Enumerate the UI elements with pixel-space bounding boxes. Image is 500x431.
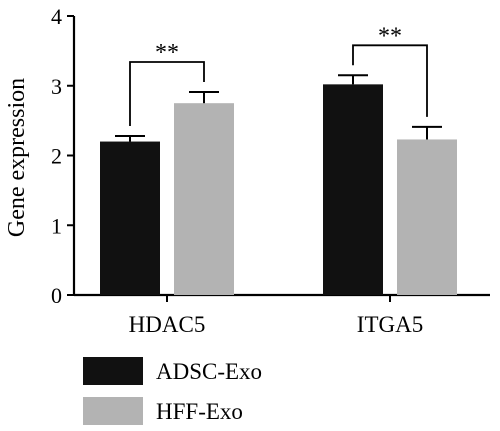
significance-markers: ** ** [129, 23, 428, 126]
bar [323, 84, 383, 295]
significance-bracket [352, 44, 428, 117]
y-tick-label: 2 [51, 144, 62, 169]
y-tick-label: 0 [51, 283, 62, 308]
y-tick-label: 3 [51, 74, 62, 99]
significance-label: ** [378, 23, 402, 49]
bars [100, 84, 457, 295]
bar [397, 139, 457, 295]
y-tick-label: 4 [51, 4, 62, 29]
axes: 0 1 2 3 4 Gene expression HDAC5 ITGA5 [4, 4, 490, 337]
error-bars [115, 74, 442, 142]
significance-bracket [129, 61, 205, 126]
y-tick-label: 1 [51, 213, 62, 238]
legend-label: HFF-Exo [156, 399, 243, 424]
significance-label: ** [155, 40, 179, 66]
bar [100, 141, 160, 295]
legend: ADSC-Exo HFF-Exo [83, 357, 262, 425]
bar [174, 103, 234, 295]
legend-swatch [83, 397, 143, 425]
legend-label: ADSC-Exo [156, 359, 262, 384]
x-tick-label: HDAC5 [129, 312, 206, 337]
legend-swatch [83, 357, 143, 385]
x-tick-label: ITGA5 [357, 312, 423, 337]
y-axis-title: Gene expression [4, 78, 30, 237]
